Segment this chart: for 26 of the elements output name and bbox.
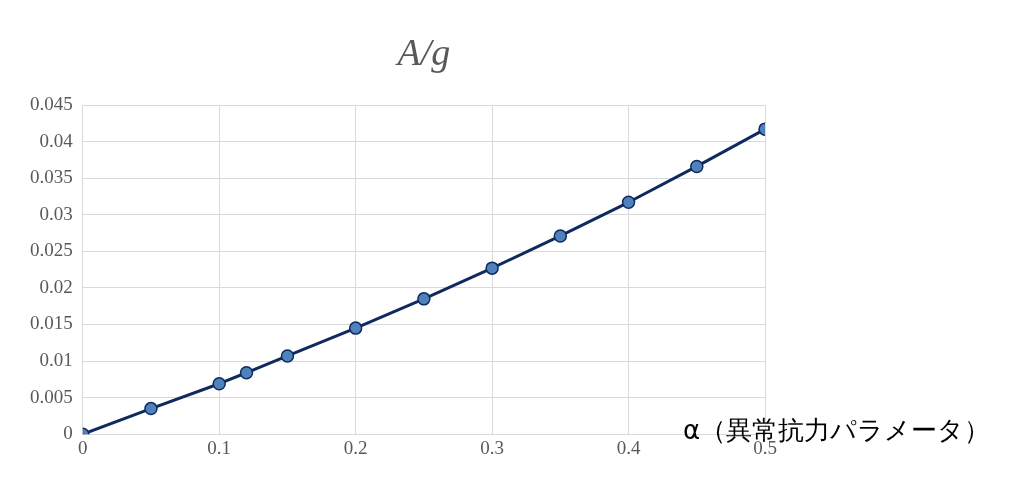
y-tick-label: 0.04 (39, 129, 74, 151)
point (553, 229, 568, 243)
y-tick-label: 0.03 (39, 202, 73, 224)
y-tick-label: 0.025 (30, 239, 73, 261)
point (212, 376, 226, 391)
chart-title: A/g (394, 30, 451, 73)
x-tick-label: 0.3 (480, 436, 504, 458)
point (239, 366, 254, 380)
x-tick-label: 0.4 (616, 436, 641, 458)
point (621, 195, 636, 210)
y-tick-label: 0.015 (30, 312, 73, 334)
point (144, 401, 158, 416)
y-tick-label: 0.01 (39, 349, 73, 371)
x-tick-label: 0.2 (343, 436, 368, 458)
x-tick-label: 0.1 (207, 436, 232, 458)
y-tick-label: 0.02 (39, 275, 73, 297)
y-tick-label: 0.005 (30, 385, 73, 407)
point (690, 159, 704, 174)
point (485, 261, 499, 275)
x-tick-label: 0 (78, 436, 88, 458)
point (417, 292, 431, 306)
point (348, 321, 363, 335)
y-tick-label: 0 (63, 422, 73, 444)
y-tick-label: 0.045 (30, 92, 73, 114)
point (280, 349, 295, 363)
y-tick-label: 0.035 (30, 166, 73, 188)
